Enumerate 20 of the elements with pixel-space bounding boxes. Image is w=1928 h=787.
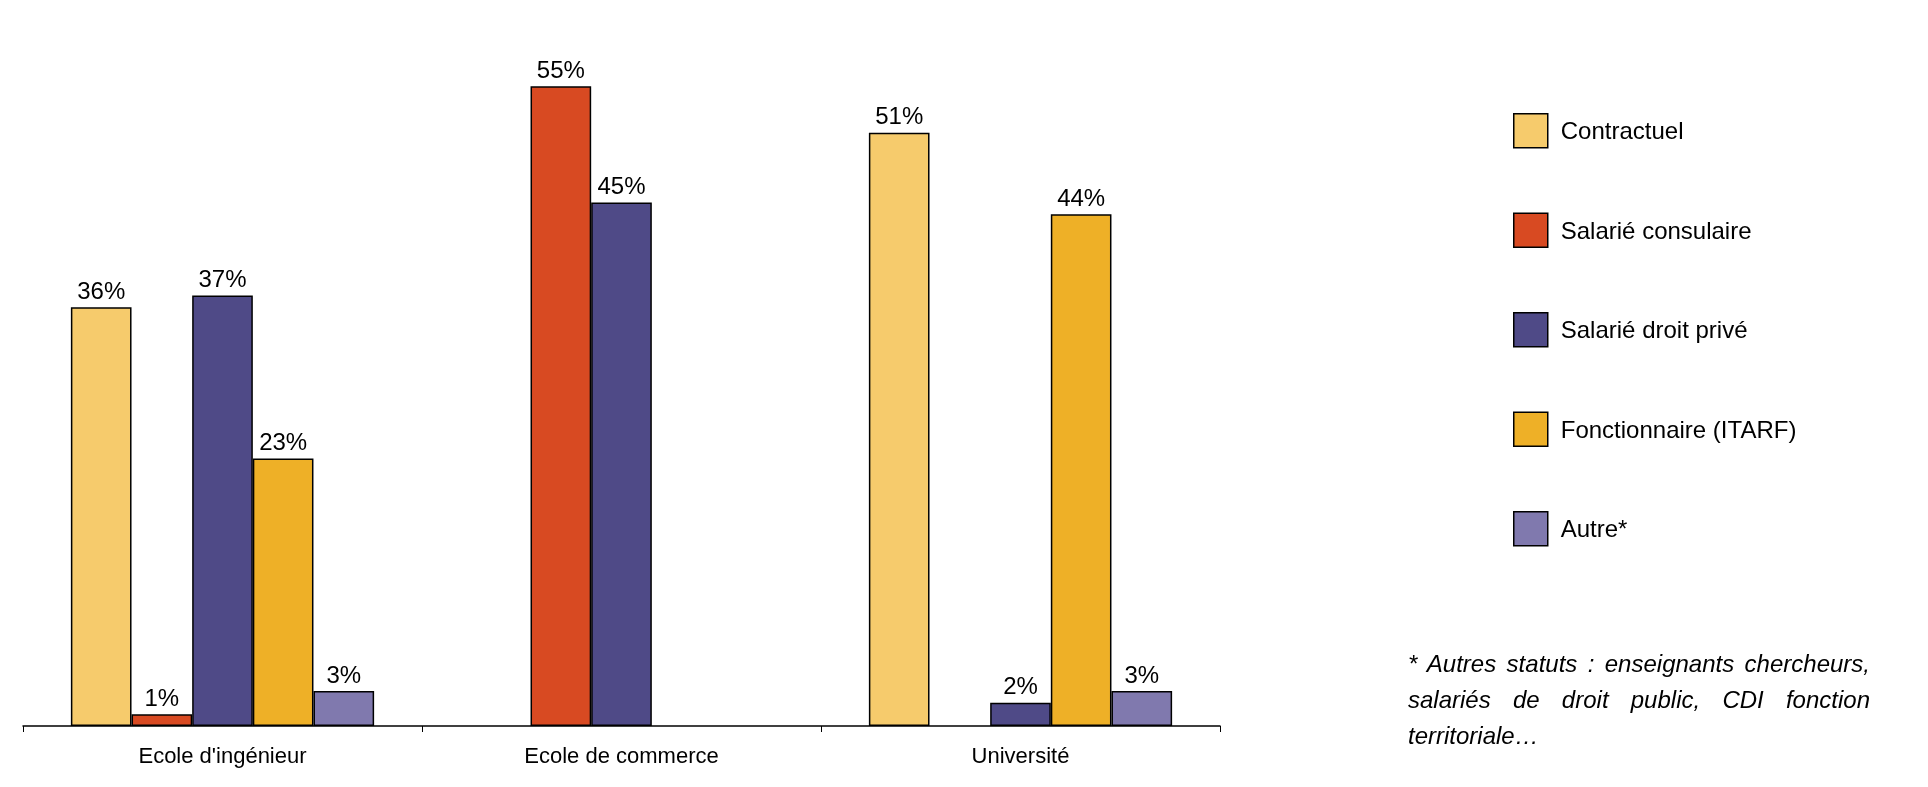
data-label: 51% (875, 102, 924, 130)
data-label: 45% (597, 172, 646, 199)
data-label: 2% (1003, 672, 1038, 700)
data-label: 36% (77, 276, 126, 304)
x-tick-label: Ecole de commerce (524, 742, 719, 768)
legend-label: Contractuel (1560, 117, 1684, 145)
data-label: 23% (259, 427, 308, 455)
legend-label: Autre* (1560, 515, 1628, 543)
x-tick-label: Ecole d'ingénieur (138, 742, 307, 768)
data-label: 3% (326, 660, 362, 688)
legend-label: Salarié consulaire (1560, 216, 1752, 244)
text: * Autres statuts : enseignants chercheurs, salariés de droit public, CDI fonction territoriale… (1408, 649, 1870, 751)
legend-label: Salarié droit privé (1560, 316, 1748, 344)
data-label: 55% (536, 55, 585, 83)
data-label: 44% (1057, 183, 1106, 211)
data-label: 3% (1124, 660, 1160, 688)
legend-label: Fonctionnaire (ITARF) (1560, 415, 1797, 443)
data-label: 37% (198, 265, 247, 293)
x-tick-label: Université (971, 742, 1070, 768)
data-label: 1% (144, 683, 180, 711)
